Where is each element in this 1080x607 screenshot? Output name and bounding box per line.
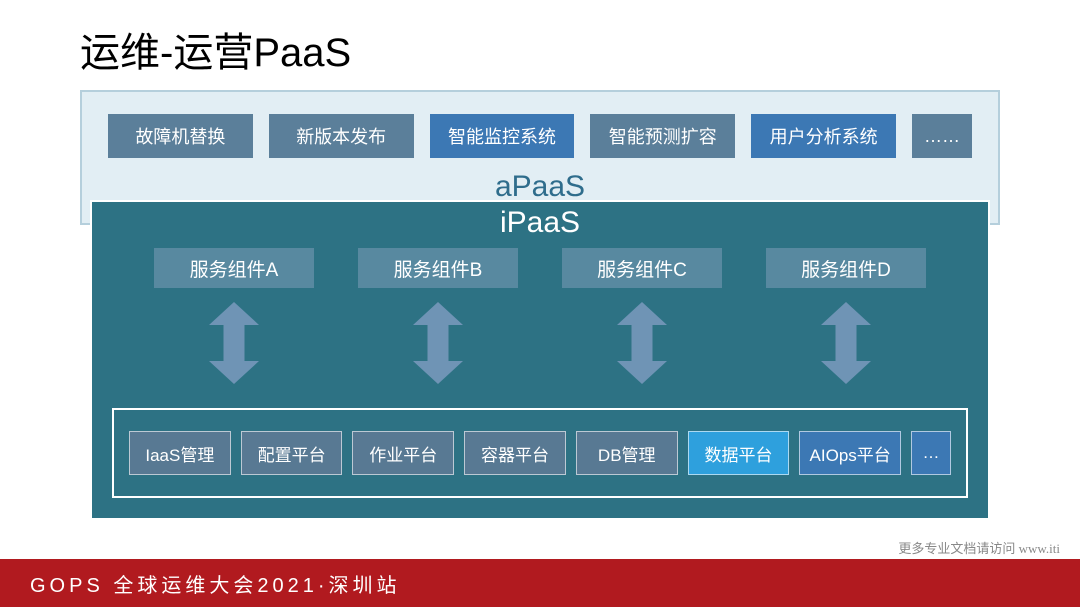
platform-item: 数据平台 <box>688 431 790 475</box>
footer-text: GOPS 全球运维大会2021·深圳站 <box>30 569 401 598</box>
components-row: 服务组件A 服务组件B 服务组件C 服务组件D <box>92 248 988 288</box>
platform-item: 配置平台 <box>241 431 343 475</box>
bidirectional-arrow-icon <box>766 302 926 384</box>
arrows-row <box>92 302 988 384</box>
apaas-item: 故障机替换 <box>108 114 253 158</box>
platform-item: 作业平台 <box>352 431 454 475</box>
bidirectional-arrow-icon <box>154 302 314 384</box>
apaas-item: 智能监控系统 <box>430 114 575 158</box>
slide-title: 运维-运营PaaS <box>80 20 351 78</box>
service-component: 服务组件C <box>562 248 722 288</box>
footer-bar: GOPS 全球运维大会2021·深圳站 <box>0 559 1080 607</box>
apaas-item: 用户分析系统 <box>751 114 896 158</box>
apaas-row: 故障机替换新版本发布智能监控系统智能预测扩容用户分析系统 …… <box>82 114 998 158</box>
service-component: 服务组件B <box>358 248 518 288</box>
apaas-label: aPaaS <box>82 170 998 204</box>
slide: 运维-运营PaaS 故障机替换新版本发布智能监控系统智能预测扩容用户分析系统……… <box>0 0 1080 607</box>
bottom-panel: IaaS管理配置平台作业平台容器平台DB管理数据平台AIOps平台… <box>112 408 968 498</box>
platform-item: IaaS管理 <box>129 431 231 475</box>
platform-item: DB管理 <box>576 431 678 475</box>
apaas-item: 智能预测扩容 <box>590 114 735 158</box>
bidirectional-arrow-icon <box>358 302 518 384</box>
footer-watermark: 更多专业文档请访问 www.iti <box>898 538 1060 557</box>
apaas-item: …… <box>912 114 972 158</box>
service-component: 服务组件D <box>766 248 926 288</box>
platform-item: 容器平台 <box>464 431 566 475</box>
ipaas-label: iPaaS <box>92 206 988 240</box>
apaas-item: 新版本发布 <box>269 114 414 158</box>
ipaas-container: iPaaS 服务组件A 服务组件B 服务组件C 服务组件D IaaS管理配置平台作业平… <box>90 200 990 520</box>
service-component: 服务组件A <box>154 248 314 288</box>
platform-item: … <box>911 431 951 475</box>
platform-item: AIOps平台 <box>799 431 901 475</box>
bidirectional-arrow-icon <box>562 302 722 384</box>
